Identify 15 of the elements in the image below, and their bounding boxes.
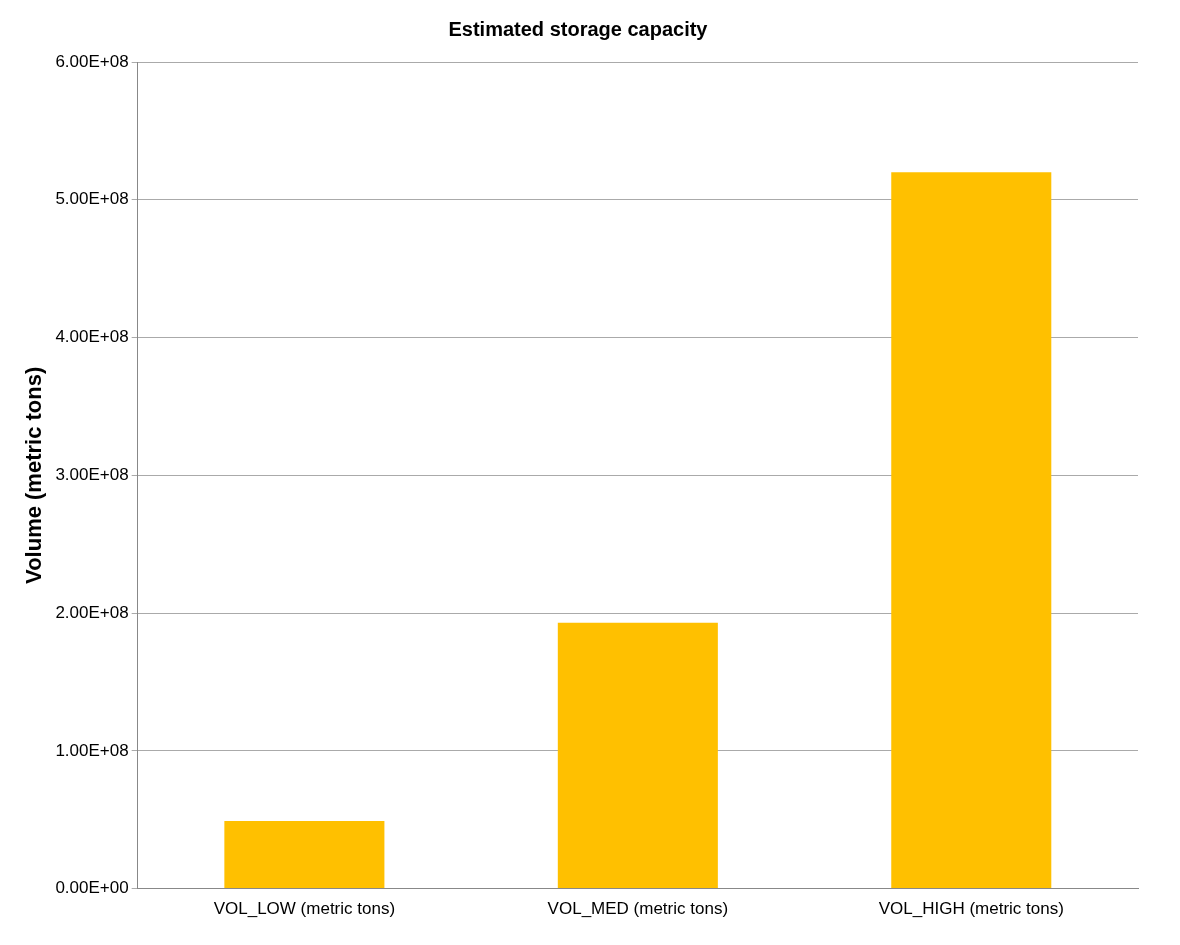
- chart-title: Estimated storage capacity: [448, 17, 709, 40]
- x-tick-label: VOL_MED (metric tons): [547, 899, 729, 919]
- bar: [557, 622, 718, 889]
- y-tick-label: 0.00E+00: [55, 878, 129, 898]
- bar: [224, 821, 385, 889]
- bar: [891, 172, 1052, 889]
- y-tick-label: 5.00E+08: [55, 189, 129, 209]
- x-tick-label: VOL_HIGH (metric tons): [878, 899, 1064, 919]
- y-tick-label: 6.00E+08: [55, 51, 129, 71]
- y-tick-label: 4.00E+08: [55, 327, 129, 347]
- y-tick-label: 3.00E+08: [55, 464, 129, 484]
- y-tick-label: 2.00E+08: [55, 602, 129, 622]
- x-tick-label: VOL_LOW (metric tons): [213, 899, 396, 919]
- y-tick-label: 1.00E+08: [55, 740, 129, 760]
- y-axis-title: Volume (metric tons): [21, 366, 47, 584]
